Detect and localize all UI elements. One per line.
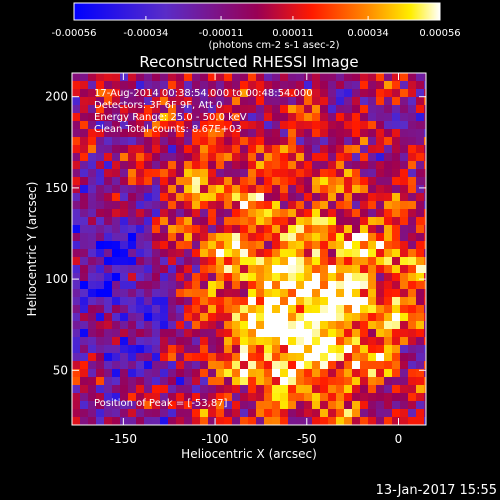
heatmap-image <box>72 73 426 425</box>
colorbar <box>74 3 440 20</box>
colorbar-tick-label-0: -0.00056 <box>52 28 97 39</box>
y-tick-label-0: 50 <box>53 363 68 377</box>
annotation-detectors: Detectors: 3F 6F 9F, Att 0 <box>94 100 222 111</box>
x-tick-label-2: -50 <box>297 432 317 446</box>
annotation-energy: Energy Range: 25.0 - 50.0 keV <box>94 112 247 123</box>
footer-date: 13-Jan-2017 15:55 <box>376 483 497 498</box>
y-tick-label-2: 150 <box>45 181 68 195</box>
colorbar-ticks: -0.00056 -0.00034 -0.00011 0.00011 0.00034 0.… <box>52 16 461 39</box>
x-tick-label-0: -150 <box>110 432 137 446</box>
colorbar-tick-label-5: 0.00056 <box>419 28 460 39</box>
plot-frame <box>71 72 427 426</box>
x-axis-label: Heliocentric X (arcsec) <box>181 447 317 461</box>
y-tick-label-1: 100 <box>45 272 68 286</box>
annotation-peak: Position of Peak = [-53,87] <box>94 398 228 409</box>
chart-title: Reconstructed RHESSI Image <box>139 53 358 71</box>
x-tick-label-3: 0 <box>395 432 403 446</box>
y-tick-label-3: 200 <box>45 90 68 104</box>
y-axis-label: Heliocentric Y (arcsec) <box>25 182 39 317</box>
annotation-time-range: 17-Aug-2014 00:38:54.000 to 00:48:54.000 <box>94 88 313 99</box>
colorbar-tick-label-3: 0.00011 <box>272 28 313 39</box>
colorbar-tick-label-1: -0.00034 <box>123 28 168 39</box>
annotation-method: Clean Total counts: 8.67E+03 <box>94 124 242 135</box>
colorbar-tick-label-4: 0.00034 <box>347 28 388 39</box>
axis-ticks: -150 -100 -50 0 50 100 150 200 <box>45 73 426 446</box>
colorbar-tick-label-2: -0.00011 <box>199 28 244 39</box>
colorbar-frame <box>73 2 441 21</box>
x-tick-label-1: -100 <box>201 432 228 446</box>
colorbar-unit-label: (photons cm-2 s-1 asec-2) <box>208 40 339 51</box>
